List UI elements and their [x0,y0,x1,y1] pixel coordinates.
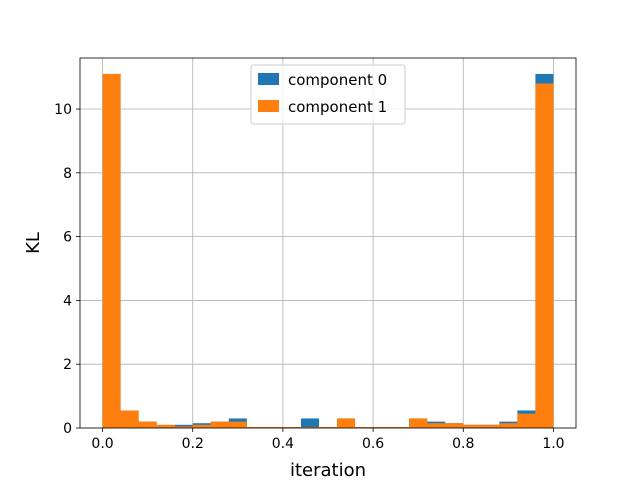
bar-component-1 [138,421,157,428]
bar-component-1 [246,427,265,428]
bar-component-1 [463,424,482,428]
legend-frame [250,64,406,125]
bar-component-1 [102,73,121,428]
bar-component-1 [517,413,536,428]
bar-component-1 [318,427,338,428]
x-axis-label: iteration [290,460,366,480]
bar-component-1 [282,427,301,428]
bar-component-1 [391,427,410,428]
bar-component-0 [174,424,193,428]
legend: component 0 component 1 [250,64,406,125]
bar-component-1 [445,423,464,428]
bar-component-1 [373,427,392,428]
bar-component-1 [355,427,374,428]
y-tick-label: 4 [63,293,72,309]
bars [102,73,554,428]
bar-component-1 [300,427,319,428]
plot-frame [79,57,577,429]
x-tick-label: 1.0 [542,436,564,452]
bar-component-1 [120,410,139,428]
y-tick-label: 8 [63,166,72,182]
legend-swatch-component-0 [258,73,279,85]
y-axis-label: KL [23,232,44,254]
legend-swatch-component-1 [258,100,279,112]
bar-component-1 [499,423,518,428]
legend-label-component-1: component 1 [288,98,387,116]
y-tick-label: 10 [54,102,72,118]
bar-component-0 [300,418,319,428]
bar-component-1 [210,421,229,428]
bar-component-1 [228,421,247,428]
bar-component-1 [192,424,211,428]
y-tick-label: 6 [63,230,72,246]
bar-component-1 [264,427,283,428]
bar-component-1 [427,423,446,428]
x-tick-label: 0.2 [182,436,204,452]
bar-component-1 [337,418,356,428]
bar-component-1 [174,426,193,428]
x-tick-label: 0.0 [91,436,113,452]
axis-ticks: 0.0 0.2 0.4 0.6 0.8 1.0 0 2 4 6 8 10 [54,102,564,452]
x-tick-label: 0.4 [272,436,294,452]
y-tick-label: 0 [63,421,72,437]
bar-component-1 [481,424,500,428]
bar-component-1 [409,418,428,428]
x-tick-label: 0.6 [362,436,384,452]
bar-component-1 [156,424,175,428]
x-tick-label: 0.8 [452,436,474,452]
y-tick-label: 2 [63,357,72,373]
legend-label-component-0: component 0 [288,71,387,89]
bar-component-1 [535,83,554,428]
